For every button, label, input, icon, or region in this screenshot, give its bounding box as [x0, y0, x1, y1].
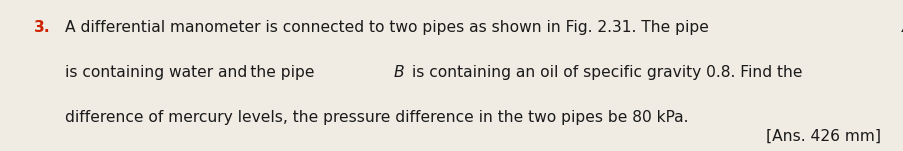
Text: [Ans. 426 mm]: [Ans. 426 mm] — [766, 129, 880, 143]
Text: is containing water and the pipe: is containing water and the pipe — [65, 65, 319, 80]
Text: B: B — [393, 65, 404, 80]
Text: 3.: 3. — [34, 20, 51, 35]
Text: A: A — [901, 20, 903, 35]
Text: is containing an oil of specific gravity 0.8. Find the: is containing an oil of specific gravity… — [406, 65, 802, 80]
Text: A differential manometer is connected to two pipes as shown in Fig. 2.31. The pi: A differential manometer is connected to… — [65, 20, 713, 35]
Text: difference of mercury levels, the pressure difference in the two pipes be 80 kPa: difference of mercury levels, the pressu… — [65, 110, 688, 125]
